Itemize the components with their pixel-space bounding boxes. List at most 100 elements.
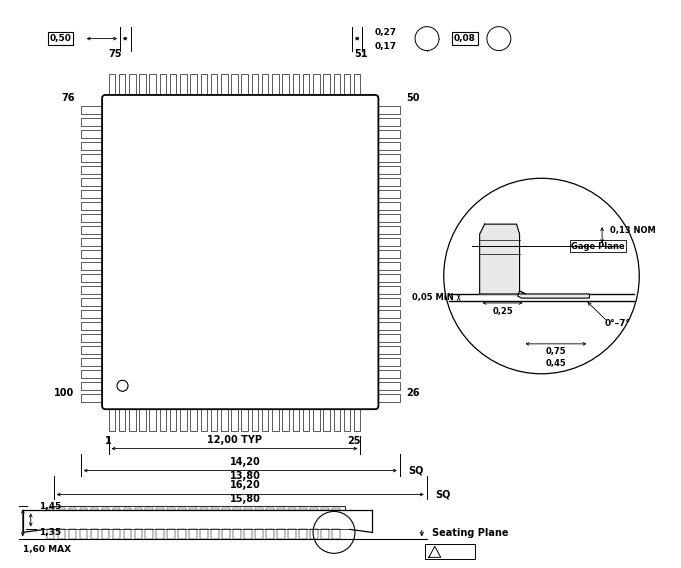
Text: 16,20: 16,20 [230, 481, 261, 491]
Text: 0,45: 0,45 [545, 359, 567, 368]
Text: SQ: SQ [434, 490, 450, 499]
Bar [375, 142, 400, 151]
Bar [80, 346, 106, 354]
Bar [303, 406, 309, 431]
Bar [58, 508, 65, 511]
Bar [80, 529, 87, 540]
Bar [180, 406, 187, 431]
Text: 12,00 TYP: 12,00 TYP [207, 435, 262, 445]
Circle shape [444, 178, 639, 374]
Bar [80, 154, 106, 162]
Bar [375, 298, 400, 306]
Bar [146, 508, 153, 511]
Bar [234, 529, 241, 540]
Bar [299, 508, 306, 511]
Bar [232, 406, 238, 431]
Text: 0,27: 0,27 [374, 28, 396, 37]
Bar [69, 508, 76, 511]
Bar [252, 73, 258, 98]
Text: 75: 75 [108, 48, 122, 59]
Bar [69, 529, 76, 540]
Bar [354, 73, 360, 98]
Bar [334, 73, 340, 98]
Bar [123, 529, 131, 540]
Text: 1,35: 1,35 [39, 528, 61, 537]
Bar [47, 508, 54, 511]
Text: 100: 100 [54, 389, 75, 398]
Bar [375, 106, 400, 114]
Bar [323, 406, 330, 431]
Bar [80, 250, 106, 258]
Bar [222, 529, 229, 540]
Bar [178, 508, 186, 511]
Bar [425, 544, 475, 559]
Text: 0,25: 0,25 [492, 307, 513, 316]
Bar [375, 370, 400, 378]
Bar [189, 529, 197, 540]
Text: Gage Plane: Gage Plane [571, 241, 624, 250]
Bar [170, 73, 176, 98]
Text: 13,80: 13,80 [229, 470, 261, 481]
Polygon shape [518, 291, 589, 298]
Bar [108, 406, 115, 431]
Text: 0,50: 0,50 [50, 34, 72, 43]
Bar [310, 508, 317, 511]
Bar [129, 73, 136, 98]
Bar [313, 73, 319, 98]
Bar [221, 73, 227, 98]
Text: 15,80: 15,80 [229, 495, 261, 504]
Bar [80, 238, 106, 246]
Bar [375, 130, 400, 139]
Text: 51: 51 [354, 48, 368, 59]
Bar [375, 346, 400, 354]
Bar [80, 166, 106, 174]
Bar [80, 508, 87, 511]
Bar [375, 321, 400, 330]
Bar [80, 394, 106, 402]
Circle shape [117, 380, 128, 391]
Bar [108, 73, 115, 98]
Bar [149, 406, 156, 431]
Bar [135, 529, 142, 540]
Bar [332, 529, 340, 540]
Bar [47, 529, 54, 540]
Bar [80, 298, 106, 306]
Text: 0,08: 0,08 [454, 34, 476, 43]
Bar [168, 529, 175, 540]
Bar [244, 508, 252, 511]
Circle shape [415, 27, 439, 51]
Bar [118, 73, 125, 98]
Text: 0,13 NOM: 0,13 NOM [610, 225, 656, 235]
Bar [262, 406, 268, 431]
Bar [321, 529, 328, 540]
Bar [332, 508, 340, 511]
Bar [159, 73, 166, 98]
Bar [80, 142, 106, 151]
Text: 0,17: 0,17 [374, 42, 396, 51]
FancyBboxPatch shape [102, 95, 379, 409]
Bar [299, 529, 306, 540]
Bar [375, 154, 400, 162]
Bar [252, 406, 258, 431]
Bar [91, 508, 98, 511]
Bar [112, 529, 120, 540]
Text: 0°–7°: 0°–7° [605, 319, 631, 328]
Bar [310, 529, 317, 540]
Bar [168, 508, 175, 511]
Bar [101, 508, 109, 511]
Bar [211, 529, 219, 540]
Text: Seating Plane: Seating Plane [432, 528, 508, 538]
Text: 0,05 MIN: 0,05 MIN [412, 293, 454, 302]
Bar [200, 529, 208, 540]
Bar [80, 262, 106, 270]
Bar [375, 190, 400, 198]
Bar [123, 508, 131, 511]
Bar [303, 73, 309, 98]
Bar [80, 178, 106, 186]
Bar [375, 262, 400, 270]
Bar [375, 333, 400, 342]
Bar [146, 529, 153, 540]
Bar [80, 358, 106, 366]
Text: 25: 25 [347, 436, 361, 446]
Bar [191, 73, 197, 98]
